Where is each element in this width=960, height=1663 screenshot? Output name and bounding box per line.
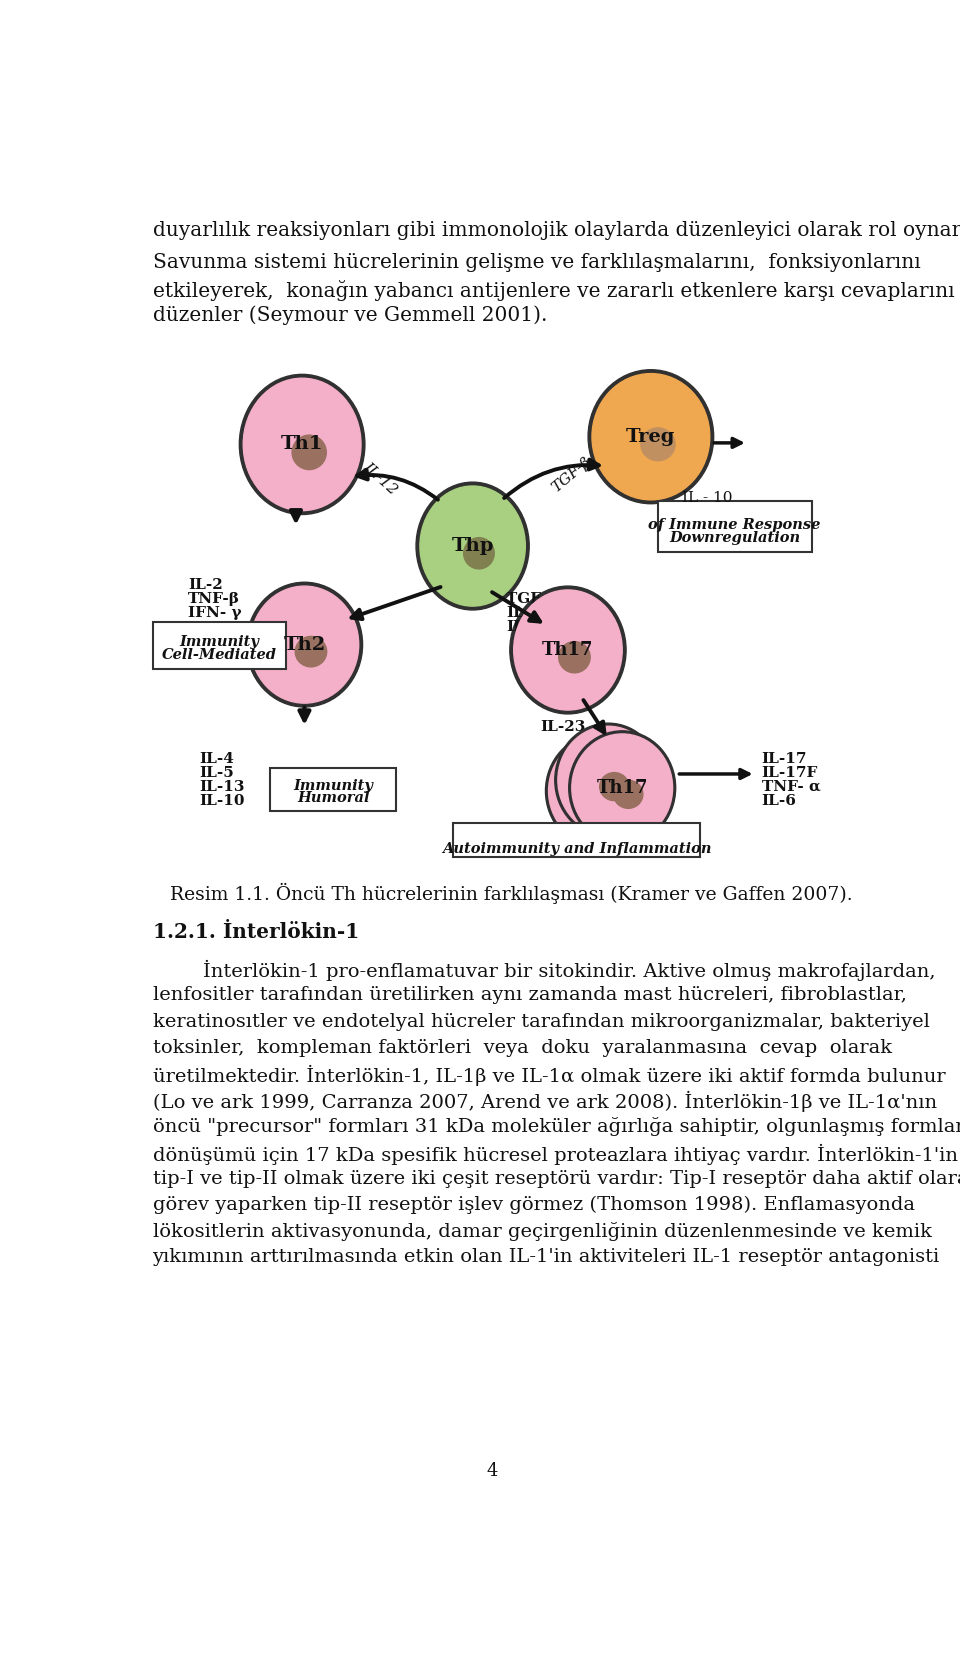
Text: duyarlılık reaksiyonları gibi immonolojik olaylarda düzenleyici olarak rol oynar: duyarlılık reaksiyonları gibi immonoloji… [153,221,960,239]
Ellipse shape [613,780,643,808]
Text: toksinler,  kompleman faktörleri  veya  doku  yaralanmasına  cevap  olarak: toksinler, kompleman faktörleri veya dok… [153,1039,892,1058]
Text: Th1: Th1 [281,436,324,454]
Ellipse shape [568,730,676,845]
Text: yıkımının arttırılmasında etkin olan IL-1'in aktiviteleri IL-1 reseptör antagoni: yıkımının arttırılmasında etkin olan IL-… [153,1249,940,1266]
Text: IL - 10: IL - 10 [683,491,732,504]
Text: üretilmektedir. İnterlökin-1, IL-1β ve IL-1α olmak üzere iki aktif formda bulunu: üretilmektedir. İnterlökin-1, IL-1β ve I… [153,1064,946,1086]
Text: TNF- α: TNF- α [761,780,821,795]
Text: TGF- β: TGF- β [506,592,563,607]
Text: Thp: Thp [451,537,493,555]
Text: lenfositler tarafından üretilirken aynı zamanda mast hücreleri, fibroblastlar,: lenfositler tarafından üretilirken aynı … [153,986,906,1004]
Ellipse shape [559,642,590,674]
Text: IL-6: IL-6 [761,793,797,808]
Text: Th2: Th2 [283,635,325,654]
Text: of Immune Response: of Immune Response [648,519,821,532]
Text: Immunity: Immunity [180,635,259,649]
Text: (Lo ve ark 1999, Carranza 2007, Arend ve ark 2008). İnterlökin-1β ve IL-1α'nın: (Lo ve ark 1999, Carranza 2007, Arend ve… [153,1091,937,1113]
Text: IL-23: IL-23 [540,720,586,733]
Text: dönüşümü için 17 kDa spesifik hücresel proteazlara ihtiyaç vardır. İnterlökin-1': dönüşümü için 17 kDa spesifik hücresel p… [153,1144,957,1164]
Text: 1.2.1. İnterlökin-1: 1.2.1. İnterlökin-1 [153,921,359,941]
Text: IL-2: IL-2 [188,579,223,592]
Ellipse shape [239,374,365,514]
Ellipse shape [416,482,529,610]
Text: IL-12: IL-12 [360,459,399,497]
Ellipse shape [548,737,649,845]
Ellipse shape [590,783,619,812]
Text: Humoral: Humoral [297,792,370,805]
Text: etkileyerek,  konağın yabancı antijenlere ve zararlı etkenlere karşı cevaplarını: etkileyerek, konağın yabancı antijenlere… [153,279,954,301]
Text: İnterlökin-1 pro-enflamatuvar bir sitokindir. Aktive olmuş makrofajlardan,: İnterlökin-1 pro-enflamatuvar bir sitoki… [153,960,935,981]
Ellipse shape [545,733,653,848]
FancyBboxPatch shape [153,622,286,669]
Text: Savunma sistemi hücrelerinin gelişme ve farklılaşmalarını,  fonksiyonlarını: Savunma sistemi hücrelerinin gelişme ve … [153,253,921,273]
Text: Autoimmunity and Inflammation: Autoimmunity and Inflammation [442,841,711,856]
FancyBboxPatch shape [271,768,396,812]
Ellipse shape [464,537,494,569]
Text: Th17: Th17 [596,778,648,797]
FancyBboxPatch shape [658,502,812,552]
Ellipse shape [588,369,713,504]
Text: görev yaparken tip-II reseptör işlev görmez (Thomson 1998). Enflamasyonda: görev yaparken tip-II reseptör işlev gör… [153,1196,915,1214]
Ellipse shape [510,585,626,713]
Text: 4: 4 [487,1462,497,1480]
Text: lökositlerin aktivasyonunda, damar geçirgenliğinin düzenlenmesinde ve kemik: lökositlerin aktivasyonunda, damar geçir… [153,1222,931,1241]
Ellipse shape [292,436,326,469]
Ellipse shape [555,723,661,836]
Ellipse shape [641,427,675,461]
Ellipse shape [420,486,525,605]
Text: Downregulation: Downregulation [669,530,800,545]
Text: tip-I ve tip-II olmak üzere iki çeşit reseptörü vardır: Tip-I reseptör daha akti: tip-I ve tip-II olmak üzere iki çeşit re… [153,1169,960,1187]
Text: IL-5: IL-5 [199,767,234,780]
Ellipse shape [251,585,359,703]
Text: öncü "precursor" formları 31 kDa moleküler ağırlığa sahiptir, olgunlaşmış formla: öncü "precursor" formları 31 kDa molekül… [153,1118,960,1136]
Text: IL-4: IL-4 [199,752,234,767]
Text: Treg: Treg [626,427,676,446]
Text: Resim 1.1. Öncü Th hücrelerinin farklılaşması (Kramer ve Gaffen 2007).: Resim 1.1. Öncü Th hücrelerinin farklıla… [170,883,852,905]
Text: Immunity: Immunity [293,778,373,793]
Text: IL-1β: IL-1β [506,620,551,634]
Text: düzenler (Seymour ve Gemmell 2001).: düzenler (Seymour ve Gemmell 2001). [153,306,547,326]
Text: TGF-β: TGF-β [549,456,593,496]
Ellipse shape [514,590,622,710]
Text: IL-17: IL-17 [761,752,807,767]
Ellipse shape [592,374,709,501]
Ellipse shape [600,773,629,800]
Text: Cell-Mediated: Cell-Mediated [161,647,276,662]
FancyBboxPatch shape [453,823,701,856]
Ellipse shape [296,637,326,667]
Text: TNF-β: TNF-β [188,592,240,607]
Text: IL-6: IL-6 [506,605,540,620]
Text: IL-10: IL-10 [199,793,245,808]
Ellipse shape [243,378,361,511]
Text: IL-17F: IL-17F [761,767,818,780]
Text: IFN- γ: IFN- γ [188,605,242,620]
Ellipse shape [247,582,363,707]
Ellipse shape [558,727,659,835]
Text: keratinosıtler ve endotelyal hücreler tarafından mikroorganizmalar, bakteriyel: keratinosıtler ve endotelyal hücreler ta… [153,1013,929,1031]
Text: Th17: Th17 [542,640,593,659]
Ellipse shape [572,733,673,841]
Text: IL-13: IL-13 [199,780,245,795]
